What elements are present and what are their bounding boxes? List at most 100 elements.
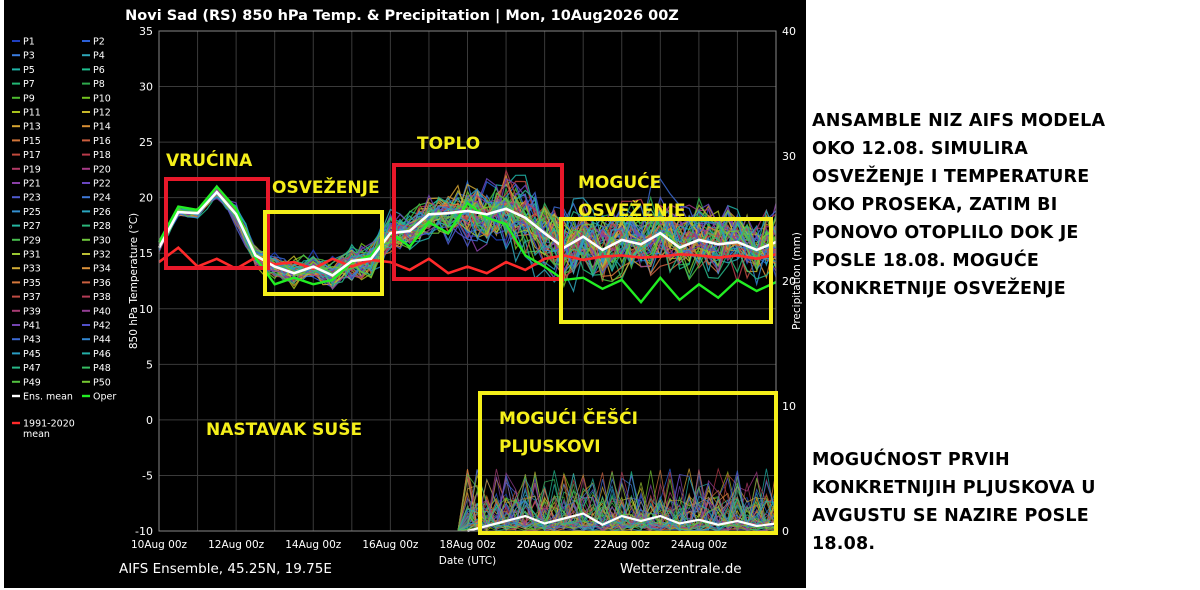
box-osvezenje: [263, 210, 384, 296]
y-tick-label: 10: [139, 303, 153, 316]
x-tick-label: 12Aug 00z: [208, 539, 265, 551]
legend-label: P6: [93, 65, 105, 76]
box-vrucina: [164, 177, 270, 270]
legend-label: P33: [23, 264, 41, 275]
legend-label: P25: [23, 207, 41, 218]
legend-label: 1991-2020: [23, 419, 75, 430]
legend-label: P8: [93, 79, 105, 90]
x-tick-label: 18Aug 00z: [439, 539, 496, 551]
y-axis-label: 850 hPa Temperature (°C): [128, 213, 140, 349]
legend-label: P44: [93, 335, 111, 346]
x-tick-label: 10Aug 00z: [131, 539, 188, 551]
side-note-2-line: 18.08.: [812, 534, 876, 554]
label-pljuskovi-2: PLJUSKOVI: [499, 437, 601, 457]
legend-label: Oper: [93, 392, 116, 403]
legend-label: P3: [23, 51, 35, 62]
side-note-1: ANSAMBLE NIZ AIFS MODELA OKO 12.08. SIMU…: [812, 107, 1105, 303]
y-tick-label: 20: [139, 192, 153, 205]
x-tick-label: 16Aug 00z: [362, 539, 419, 551]
legend-label: P31: [23, 250, 41, 261]
legend-label: P22: [93, 179, 111, 190]
legend-label: P41: [23, 321, 41, 332]
legend-label: P5: [23, 65, 35, 76]
legend-label: P40: [93, 306, 111, 317]
annotation-labels: VRUĆINA OSVEŽENJE TOPLO MOGUĆE OSVEŽENJE…: [166, 134, 686, 457]
side-note-2-line: MOGUĆNOST PRVIH: [812, 450, 1010, 470]
legend-label: P7: [23, 79, 35, 90]
side-note-1-line: PONOVO OTOPLILO DOK JE: [812, 223, 1079, 243]
side-note-1-line: OSVEŽENJE I TEMPERATURE: [812, 167, 1090, 187]
legend-label: P43: [23, 335, 41, 346]
side-note-1-line: OKO 12.08. SIMULIRA: [812, 139, 1028, 159]
y-tick-label: -5: [142, 469, 153, 482]
legend-label: P26: [93, 207, 111, 218]
legend-label: P50: [93, 377, 111, 388]
legend-label: P20: [93, 164, 111, 175]
footer-right: Wetterzentrale.de: [620, 561, 742, 577]
footer-left: AIFS Ensemble, 45.25N, 19.75E: [119, 561, 332, 577]
legend-label: P16: [93, 136, 111, 147]
label-toplo: TOPLO: [417, 134, 480, 154]
precip-ens-mean-line: [467, 512, 777, 533]
legend-label: P1: [23, 37, 35, 48]
legend-label: P12: [93, 108, 111, 119]
label-moguce-2: OSVEŽENJE: [578, 199, 686, 221]
y-tick-label: 35: [139, 25, 153, 38]
y2-tick-label: 40: [782, 25, 796, 38]
box-pljuskovi: [478, 391, 778, 535]
legend-label: P9: [23, 93, 35, 104]
annotation-boxes: [164, 163, 778, 535]
chart-svg: Novi Sad (RS) 850 hPa Temp. & Precipitat…: [12, 8, 803, 577]
x-axis-label: Date (UTC): [439, 555, 496, 567]
legend-label: P30: [93, 235, 111, 246]
legend-label: P23: [23, 193, 41, 204]
ens-mean-line: [157, 190, 777, 277]
legend-label: P11: [23, 108, 41, 119]
legend-label: P45: [23, 349, 41, 360]
x-tick-label: 14Aug 00z: [285, 539, 342, 551]
plot-frame: [158, 30, 777, 532]
legend-label: P48: [93, 363, 111, 374]
y-tick-label: 25: [139, 136, 153, 149]
legend-label: P21: [23, 179, 41, 190]
x-tick-label: 22Aug 00z: [594, 539, 651, 551]
legend-label: P28: [93, 221, 111, 232]
chart-title: Novi Sad (RS) 850 hPa Temp. & Precipitat…: [125, 8, 679, 24]
legend-label: P39: [23, 306, 41, 317]
legend-label: P15: [23, 136, 41, 147]
label-moguce-1: MOGUĆE: [578, 171, 661, 193]
legend-label: P35: [23, 278, 41, 289]
y2-axis-label: Precipitation (mm): [791, 232, 803, 330]
side-note-2: MOGUĆNOST PRVIH KONKRETNIJIH PLJUSKOVA U…: [812, 446, 1096, 558]
member-line: [158, 189, 777, 279]
y-tick-label: -10: [135, 525, 153, 538]
legend-label: P10: [93, 93, 111, 104]
y2-tick-label: 10: [782, 400, 796, 413]
legend-label: P49: [23, 377, 41, 388]
legend-label: P27: [23, 221, 41, 232]
legend-label: P2: [93, 37, 105, 48]
legend-label: P14: [93, 122, 111, 133]
legend-label: P24: [93, 193, 111, 204]
legend-label: P47: [23, 363, 41, 374]
legend-label: P37: [23, 292, 41, 303]
y2-tick-label: 20: [782, 275, 796, 288]
legend-label: P46: [93, 349, 111, 360]
y-tick-label: 0: [146, 414, 153, 427]
legend-label: P18: [93, 150, 111, 161]
y2-tick-label: 30: [782, 150, 796, 163]
x-tick-label: 20Aug 00z: [517, 539, 574, 551]
legend-label: P19: [23, 164, 41, 175]
side-note-1-line: OKO PROSEKA, ZATIM BI: [812, 195, 1058, 215]
side-note-2-line: AVGUSTU SE NAZIRE POSLE: [812, 506, 1089, 526]
label-vrucina: VRUĆINA: [166, 149, 253, 171]
legend-label: P38: [93, 292, 111, 303]
chart-panel: Novi Sad (RS) 850 hPa Temp. & Precipitat…: [4, 0, 806, 588]
side-note-1-line: POSLE 18.08. MOGUĆE: [812, 251, 1040, 271]
legend-label: P17: [23, 150, 41, 161]
label-nastavak: NASTAVAK SUŠE: [206, 418, 362, 440]
side-note-1-line: ANSAMBLE NIZ AIFS MODELA: [812, 111, 1106, 131]
legend-label: P29: [23, 235, 41, 246]
legend: P1 P2 P3 P4 P5 P6 P7 P8 P9 P10 P11 P12 P13 P14 P15 P16 P…: [12, 37, 116, 440]
